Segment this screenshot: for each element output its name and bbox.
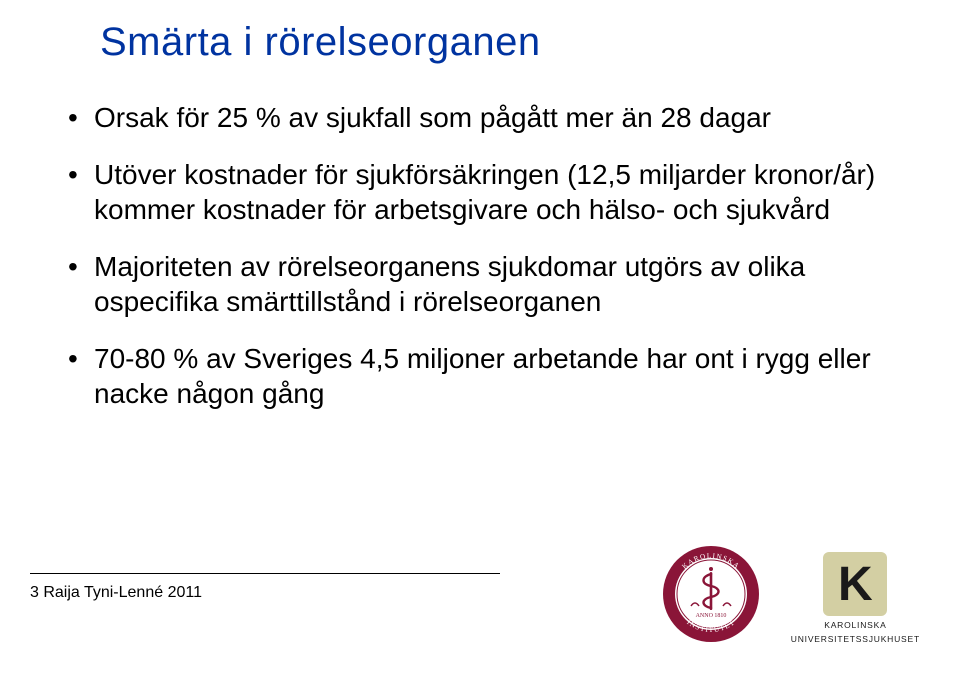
bullet-item: 70-80 % av Sveriges 4,5 miljoner arbetan… xyxy=(68,341,890,411)
k-logo-letter: K xyxy=(838,557,873,612)
footer-text: 3 Raija Tyni-Lenné 2011 xyxy=(30,584,202,602)
bullet-item: Majoriteten av rörelseorganens sjukdomar… xyxy=(68,249,890,319)
slide-title: Smärta i rörelseorganen xyxy=(100,20,541,65)
bullet-item: Orsak för 25 % av sjukfall som pågått me… xyxy=(68,100,890,135)
karolinska-institutet-seal-icon: KAROLINSKA INSTITUTET ANNO 1810 xyxy=(661,544,761,644)
footer-divider xyxy=(30,573,500,574)
bullet-item: Utöver kostnader för sjukförsäkringen (1… xyxy=(68,157,890,227)
k-logo-caption-1: KAROLINSKA xyxy=(824,620,886,630)
karolinska-sjukhuset-logo: K KAROLINSKA UNIVERSITETSSJUKHUSET xyxy=(791,552,920,644)
k-logo-icon: K xyxy=(823,552,887,616)
slide: Smärta i rörelseorganen Orsak för 25 % a… xyxy=(0,0,960,674)
logo-area: KAROLINSKA INSTITUTET ANNO 1810 K KAROLI… xyxy=(661,544,920,644)
k-logo-caption-2: UNIVERSITETSSJUKHUSET xyxy=(791,634,920,644)
bullet-list: Orsak för 25 % av sjukfall som pågått me… xyxy=(68,100,890,433)
svg-text:ANNO 1810: ANNO 1810 xyxy=(695,613,726,619)
